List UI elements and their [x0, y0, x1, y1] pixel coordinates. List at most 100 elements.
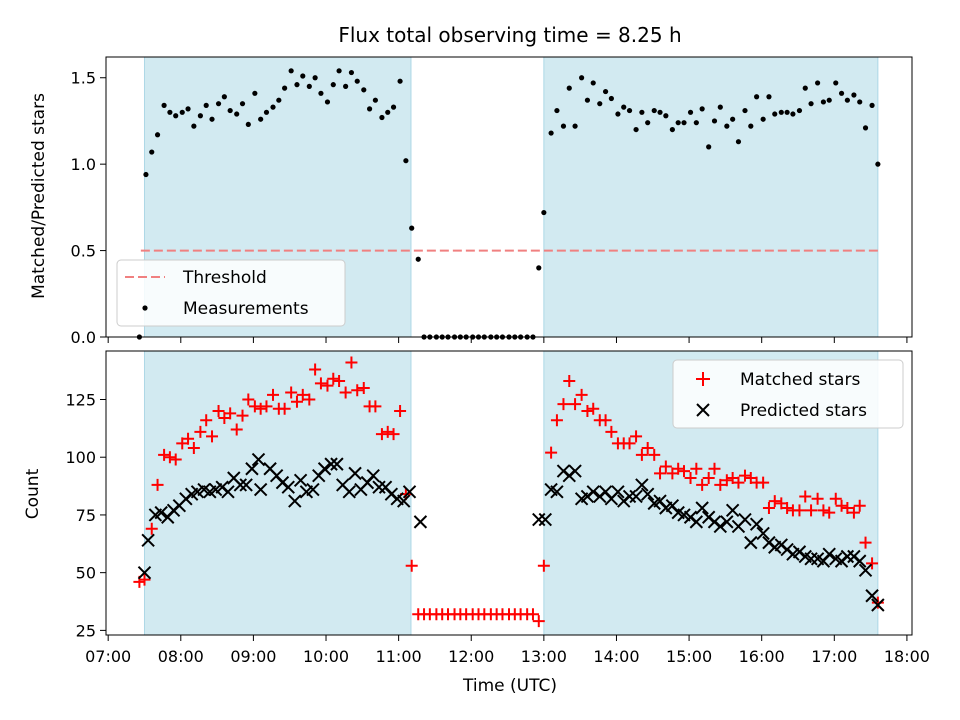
measurement-point [621, 104, 627, 110]
measurement-point [711, 118, 718, 124]
predicted-star-point [306, 482, 320, 497]
x-tick-label: 11:00 [376, 647, 422, 666]
predicted-star-point [532, 512, 546, 527]
measurement-point [372, 97, 378, 103]
predicted-star-point [413, 515, 428, 529]
measurement-point [258, 116, 264, 122]
measurement-point [717, 104, 723, 110]
matched-star-point [260, 400, 273, 413]
measurement-point [608, 95, 614, 102]
top-panel-frame [105, 56, 913, 338]
measurement-point [221, 94, 227, 100]
measurement-point [730, 116, 736, 122]
predicted-star-point [221, 485, 235, 499]
matched-star-point [853, 499, 866, 512]
measurement-point [227, 107, 233, 114]
predicted-star-point [611, 485, 625, 499]
predicted-star-point [871, 598, 885, 612]
measurement-point [735, 139, 742, 145]
matched-star-point [648, 448, 661, 461]
top-y-axis: 0.0 0.5 1.0 1.5 [71, 69, 106, 347]
measurement-point [838, 90, 845, 96]
matched-star-point [684, 471, 697, 484]
matched-star-point [248, 400, 261, 413]
matched-star-point [696, 478, 709, 491]
matched-star-point [321, 379, 334, 392]
matched-star-point [811, 492, 824, 505]
measurement-point [790, 111, 796, 117]
matched-star-point [847, 506, 860, 519]
matched-star-point [762, 502, 775, 515]
measurement-point [657, 109, 663, 115]
x-tick-label: 14:00 [593, 647, 639, 666]
matched-star-point [781, 502, 794, 515]
matched-star-point [194, 425, 207, 438]
top-legend-box [116, 259, 346, 327]
measurement-point [706, 144, 712, 150]
measurement-point [675, 120, 681, 126]
matched-star-point [526, 608, 539, 621]
predicted-star-point [293, 473, 308, 488]
measurement-point [554, 107, 560, 114]
measurement-point [330, 82, 336, 88]
x-tick-label: 09:00 [230, 647, 276, 666]
x-tick-label: 18:00 [884, 647, 930, 666]
matched-star-point [351, 384, 364, 397]
matched-star-point [532, 615, 545, 628]
predicted-star-point [713, 519, 728, 534]
predicted-star-point [635, 478, 649, 492]
measurement-point [167, 109, 173, 115]
measurement-point [234, 111, 240, 117]
matched-star-point [859, 536, 872, 549]
matched-star-point [575, 388, 588, 401]
measurement-point [579, 75, 585, 81]
matched-star-point [866, 557, 879, 570]
matched-star-point [714, 478, 727, 491]
measurement-point [844, 97, 850, 103]
predicted-star-point [141, 533, 155, 548]
matched-star-point [200, 414, 213, 427]
measurement-point [203, 102, 209, 108]
bottom-legend-box [672, 359, 904, 429]
bottom-legend: Matched stars Predicted stars [672, 359, 904, 429]
measurement-point [185, 106, 191, 112]
bottom-y-axis: 25 50 75 100 125 [65, 390, 106, 640]
y-tick-label: 100 [65, 448, 96, 467]
measurement-point [385, 109, 391, 115]
predicted-star-point [324, 457, 338, 471]
measurement-point [742, 107, 748, 114]
matched-star-point [145, 522, 158, 535]
measurement-point [276, 97, 282, 103]
measurement-point [639, 109, 645, 115]
measurement-point [270, 104, 276, 110]
matched-star-point [757, 476, 770, 489]
measurement-point [693, 120, 699, 126]
measurement-point [403, 158, 409, 164]
y-tick-label: 0.5 [71, 242, 96, 261]
measurement-point [161, 102, 167, 108]
matched-star-point [817, 504, 830, 517]
measurement-point [215, 101, 222, 107]
measurement-point [397, 78, 403, 84]
measurement-point [536, 265, 542, 271]
matched-star-point [829, 492, 842, 505]
measurement-point [173, 113, 179, 119]
measurement-point [239, 101, 246, 107]
measurement-point [143, 171, 149, 178]
measurement-point [263, 109, 270, 115]
predicted-star-point [288, 494, 302, 508]
matched-star-point [151, 478, 164, 491]
top-legend: Threshold Measurements [116, 259, 346, 327]
matched-star-point [187, 441, 200, 454]
matched-star-point [702, 471, 715, 484]
matched-star-point [563, 375, 576, 388]
matched-star-point [768, 495, 781, 508]
measurement-point [324, 99, 331, 105]
observing-spans-top [143, 56, 879, 338]
measurement-point [857, 99, 863, 105]
measurement-point [815, 80, 821, 86]
matched-star-point [835, 499, 848, 512]
predicted-star-point [348, 466, 362, 481]
predicted-star-point [251, 452, 266, 467]
legend-predicted-swatch [696, 403, 710, 417]
